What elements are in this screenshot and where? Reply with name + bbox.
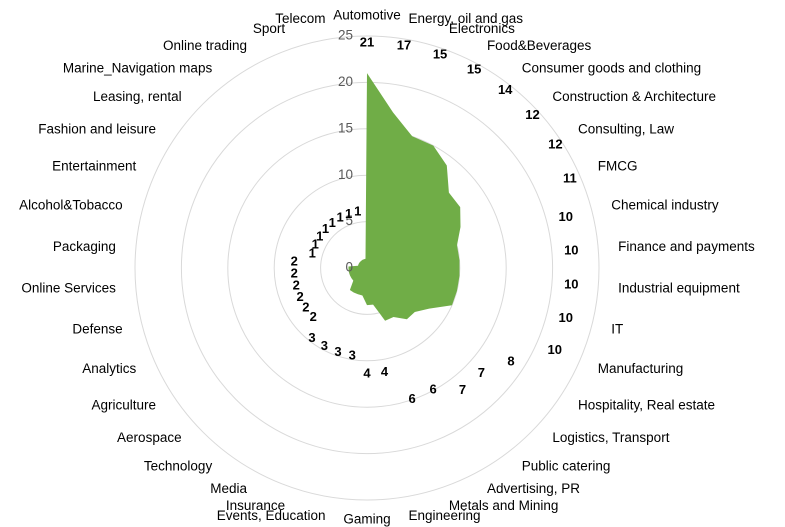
value-label: 4	[363, 365, 371, 380]
grid-circle	[134, 35, 600, 501]
value-label: 1	[312, 237, 319, 252]
value-label: 14	[498, 82, 513, 97]
value-label: 1	[329, 215, 336, 230]
value-label: 6	[430, 382, 437, 397]
value-label: 6	[409, 391, 416, 406]
radar-area	[348, 73, 461, 321]
r-tick-label: 15	[338, 120, 353, 135]
category-label: Online Services	[21, 280, 116, 295]
category-label: Leasing, rental	[93, 89, 182, 104]
category-label: Telecom	[275, 11, 325, 26]
category-label: Alcohol&Tobacco	[19, 198, 123, 213]
r-tick-label: 20	[338, 74, 353, 89]
category-label: Gaming	[343, 512, 390, 527]
value-label: 2	[291, 253, 298, 268]
category-label: Consumer goods and clothing	[522, 61, 701, 76]
value-label: 12	[525, 107, 539, 122]
value-label: 11	[563, 170, 577, 185]
value-label: 12	[548, 136, 562, 151]
category-label: Automotive	[333, 8, 401, 23]
r-tick-label: 0	[345, 260, 353, 275]
category-label: Aerospace	[117, 430, 182, 445]
value-label: 3	[321, 338, 328, 353]
category-label: FMCG	[598, 158, 638, 173]
category-label: Online trading	[163, 38, 247, 53]
value-label: 1	[309, 246, 316, 261]
value-label: 3	[334, 344, 341, 359]
category-label: Chemical industry	[611, 198, 719, 213]
value-label: 2	[297, 289, 304, 304]
value-label: 8	[507, 354, 514, 369]
category-label: Media	[210, 481, 247, 496]
category-label: Engineering	[408, 508, 480, 523]
r-tick-label: 10	[338, 167, 353, 182]
value-label: 15	[433, 47, 447, 62]
category-label: Technology	[144, 458, 213, 473]
category-label: Metals and Mining	[449, 498, 559, 513]
value-label: 10	[558, 310, 572, 325]
r-tick-label: 25	[338, 28, 353, 43]
value-label: 10	[558, 209, 572, 224]
category-label: Insurance	[226, 498, 285, 513]
category-label: Fashion and leisure	[38, 122, 156, 137]
category-label: Construction & Architecture	[552, 89, 716, 104]
value-label: 21	[360, 34, 374, 49]
category-label: Industrial equipment	[618, 280, 740, 295]
category-label: Packaging	[53, 239, 116, 254]
category-label: Logistics, Transport	[552, 430, 669, 445]
category-label: Analytics	[82, 361, 136, 376]
category-label: IT	[611, 321, 623, 336]
value-label: 3	[349, 348, 356, 363]
category-label: Energy, oil and gas	[408, 11, 523, 26]
value-label: 2	[302, 299, 309, 314]
value-label: 15	[467, 62, 481, 77]
value-label: 3	[308, 330, 315, 345]
category-label: Defense	[72, 321, 122, 336]
category-label: Events, Education	[217, 508, 326, 523]
value-label: 7	[459, 382, 466, 397]
category-label: Consulting, Law	[578, 122, 674, 137]
value-label: 4	[381, 364, 389, 379]
value-label: 1	[336, 210, 343, 225]
category-label: Advertising, PR	[487, 481, 580, 496]
value-label: 1	[345, 206, 352, 221]
value-label: 1	[322, 221, 329, 236]
r-tick-label: 5	[345, 213, 353, 228]
value-label: 10	[564, 276, 578, 291]
value-label: 7	[478, 365, 485, 380]
category-label: Finance and payments	[618, 239, 755, 254]
value-label: 10	[564, 243, 578, 258]
value-label: 1	[316, 229, 323, 244]
category-label: Agriculture	[92, 397, 157, 412]
value-label: 17	[397, 38, 411, 53]
value-label: 2	[293, 277, 300, 292]
category-label: Food&Beverages	[487, 38, 592, 53]
category-label: Electronics	[449, 21, 515, 36]
value-label: 2	[291, 265, 298, 280]
category-label: Public catering	[522, 458, 611, 473]
value-label: 10	[547, 342, 561, 357]
category-label: Sport	[253, 21, 286, 36]
category-label: Marine_Navigation maps	[63, 61, 213, 76]
category-label: Entertainment	[52, 158, 136, 173]
value-label: 2	[310, 309, 317, 324]
category-label: Hospitality, Real estate	[578, 397, 715, 412]
category-label: Manufacturing	[598, 361, 684, 376]
value-label: 1	[354, 204, 361, 219]
